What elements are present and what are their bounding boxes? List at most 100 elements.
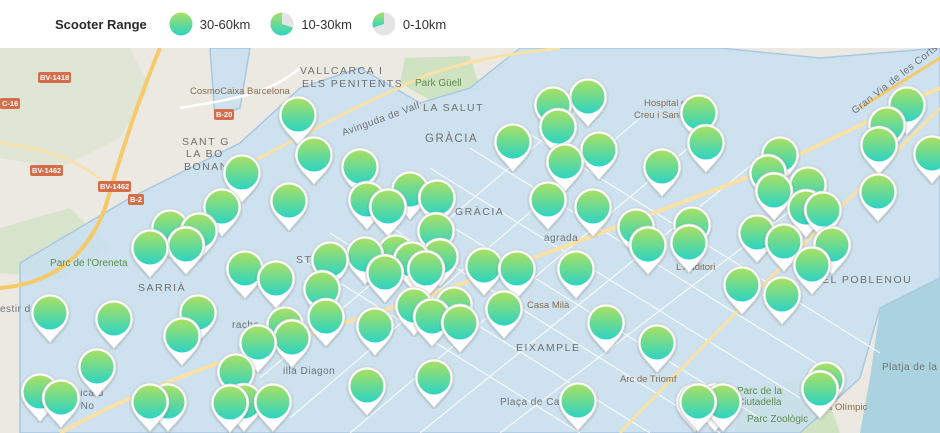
scooter-marker[interactable] [811,224,853,276]
scooter-marker[interactable] [585,302,627,354]
scooter-marker[interactable] [641,146,683,198]
scooter-marker[interactable] [367,186,409,238]
map-label-eixample: EIXAMPLE [516,342,581,354]
scooter-marker[interactable] [753,170,795,222]
map-label-hospital: Hospital d [644,98,687,109]
scooter-marker[interactable] [911,133,940,185]
scooter-pin-icon [355,306,395,357]
scooter-marker[interactable] [492,121,534,173]
map-label-casa-mila: Casa Milà [527,300,570,311]
scooter-marker[interactable] [439,302,481,354]
scooter-pin-icon [130,382,170,433]
scooter-marker[interactable] [76,346,118,398]
scooter-marker[interactable] [271,317,313,369]
scooter-marker[interactable] [255,258,297,310]
scooter-pin-icon [859,125,899,176]
legend-label: 0-10km [402,16,447,32]
scooter-pin-icon [637,323,677,374]
scooter-marker[interactable] [736,212,778,264]
scooter-marker[interactable] [252,381,294,433]
scooter-marker[interactable] [496,248,538,300]
scooter-marker[interactable] [544,141,586,193]
scooter-pin-icon [269,181,309,232]
scooter-pin-icon [568,77,608,128]
scooter-marker[interactable] [802,189,844,241]
map-label-placa-catalunya: Plaça de Catal [500,397,573,408]
scooter-marker[interactable] [93,298,135,350]
scooter-pin-icon [628,225,668,276]
scooter-marker[interactable] [668,222,710,274]
scooter-marker[interactable] [411,296,453,348]
scooter-marker[interactable] [791,244,833,296]
map-label-hospital2: Creu i Sant [634,110,682,121]
scooter-pin-icon [440,303,480,354]
scooter-marker[interactable] [305,296,347,348]
scooter-marker[interactable] [636,322,678,374]
scooter-marker[interactable] [483,288,525,340]
map-label-la-bo: LA BO [186,148,224,160]
map-label-vallcarca: VALLCARCA I [300,65,384,77]
scooter-marker[interactable] [463,245,505,297]
map-label-parc-oreneta: Parc de l'Oreneta [50,258,128,269]
scooter-marker[interactable] [209,382,251,433]
scooter-marker[interactable] [761,274,803,326]
scooter-pin-icon [762,275,802,326]
scooter-marker[interactable] [165,224,207,276]
scooter-marker[interactable] [578,129,620,181]
scooter-marker[interactable] [364,252,406,304]
scooter-pin-icon [586,303,626,354]
scooter-marker[interactable] [627,224,669,276]
scooter-marker[interactable] [557,380,599,432]
legend-item-0-10km: 0-10km [372,12,446,36]
road-shield: C-16 [0,98,21,109]
scooter-marker[interactable] [277,94,319,146]
scooter-marker[interactable] [527,179,569,231]
scooter-marker[interactable] [857,171,899,223]
scooter-marker[interactable] [346,365,388,417]
road-shield: B-20 [214,109,235,120]
map-label-estir: estir de l [0,304,43,315]
road-shield: B-2 [128,194,145,205]
scooter-marker[interactable] [354,305,396,357]
city-map[interactable]: VALLCARCA I ELS PENITENTS LA SALUT GRÀCI… [0,48,940,433]
legend-label: 10-30km [301,16,352,32]
scooter-pin-icon [130,228,170,279]
scooter-marker[interactable] [413,357,455,409]
sea [860,278,940,433]
map-label-platja: Platja de la No [882,362,940,373]
scooter-pin-icon [77,347,117,398]
scooter-pin-icon [722,265,762,316]
legend-title: Scooter Range [55,16,147,32]
scooter-marker[interactable] [721,264,763,316]
scooter-marker[interactable] [129,381,171,433]
scooter-marker[interactable] [677,381,719,433]
map-label-park-guell: Park Güell [415,78,462,89]
scooter-pin-icon [858,172,898,223]
scooter-marker[interactable] [858,124,900,176]
map-label-port-olimpic: Port Olímpic [815,402,868,413]
map-label-la-salut: LA SALUT [423,102,485,114]
full-range-icon [169,12,193,36]
low-range-icon [372,12,396,36]
scooter-marker[interactable] [799,368,841,420]
map-label-auditori: L'Auditori [676,262,716,273]
scooter-marker[interactable] [567,76,609,128]
legend-item-10-30km: 10-30km [270,12,352,36]
scooter-pin-icon [558,381,598,432]
map-label-sant-gervasi: SANT G [182,136,230,148]
scooter-marker[interactable] [29,292,71,344]
scooter-pin-icon [678,382,718,433]
scooter-pin-icon [686,123,726,174]
map-label-arc-triomf: Arc de Triomf [620,374,677,385]
scooter-marker[interactable] [40,377,82,429]
scooter-marker[interactable] [161,315,203,367]
scooter-marker[interactable] [293,134,335,186]
scooter-marker[interactable] [685,122,727,174]
scooter-marker[interactable] [129,227,171,279]
road-shield: BV-1462 [30,165,64,176]
scooter-marker[interactable] [268,180,310,232]
scooter-pin-icon [30,293,70,344]
scooter-marker[interactable] [555,248,597,300]
scooter-pin-icon [347,366,387,417]
scooter-marker[interactable] [572,186,614,238]
